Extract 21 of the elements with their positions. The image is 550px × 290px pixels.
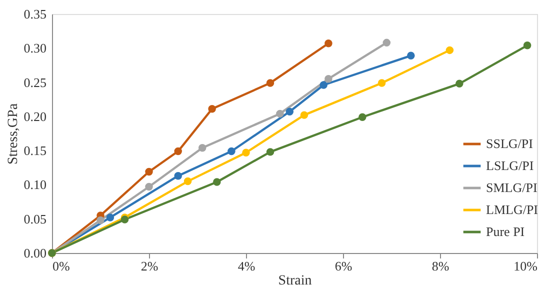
x-tick-label: 8% xyxy=(432,258,450,274)
x-tick-label: 2% xyxy=(140,258,158,274)
x-axis-title: Strain xyxy=(278,274,312,288)
y-tick-label: 0.35 xyxy=(24,6,46,22)
y-tick-label: 0.30 xyxy=(24,40,46,56)
y-axis-title: Stress,GPa xyxy=(6,102,21,165)
y-tick-label: 0.05 xyxy=(24,211,46,226)
legend-label: LSLG/PI xyxy=(486,158,534,173)
y-tick-label: 0.20 xyxy=(24,108,46,124)
x-tick-label: 6% xyxy=(334,258,352,274)
y-tick-label: 0.00 xyxy=(24,246,46,260)
x-tick-label: 4% xyxy=(238,258,256,274)
y-tick-label: 0.25 xyxy=(24,74,46,90)
x-tick-label: 0% xyxy=(52,258,70,274)
legend-label: SMLG/PI xyxy=(486,180,538,195)
y-tick-label: 0.15 xyxy=(24,143,46,158)
y-tick-label: 0.10 xyxy=(24,177,46,192)
legend-label: SSLG/PI xyxy=(486,136,533,151)
x-tick-label: 10% xyxy=(514,258,538,274)
legend-label: Pure PI xyxy=(486,224,525,239)
legend-label: LMLG/PI xyxy=(486,202,538,217)
